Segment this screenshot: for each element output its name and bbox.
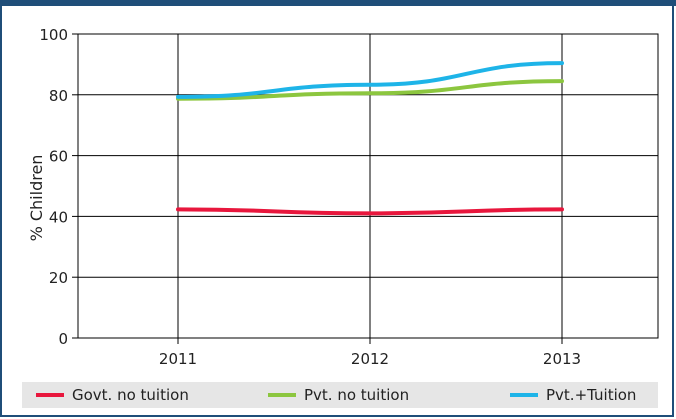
legend-swatch [510,393,538,397]
series-line-1 [176,79,564,101]
y-tick-label: 40 [49,208,68,226]
legend: Govt. no tuition Pvt. no tuition Pvt.+Tuit… [22,382,658,408]
x-tick-label: 2012 [351,350,389,368]
legend-swatch [36,393,64,397]
legend-label: Pvt.+Tuition [546,386,637,404]
x-tick-label: 2013 [543,350,581,368]
y-tick-label: 80 [49,87,68,105]
legend-label: Govt. no tuition [72,386,189,404]
legend-item: Pvt.+Tuition [510,382,636,408]
y-tick-label: 20 [49,269,68,287]
grid [78,33,658,338]
y-tick-label: 60 [49,148,68,166]
series-lines [176,61,564,216]
legend-swatch [268,393,296,397]
axes: 0 20 40 60 80 100 2011 2012 2013 [39,26,659,368]
legend-item: Govt. no tuition [36,382,189,408]
x-tick-label: 2011 [159,350,197,368]
series-line-2 [176,61,564,99]
y-axis-label: % Children [27,155,46,242]
chart-frame [0,6,674,417]
y-tick-label: 100 [39,26,68,44]
series-line-0 [176,207,564,216]
plot-border [77,33,659,339]
legend-label: Pvt. no tuition [304,386,410,404]
legend-item: Pvt. no tuition [268,382,409,408]
y-tick-label: 0 [58,330,68,348]
header-bar [0,0,676,6]
